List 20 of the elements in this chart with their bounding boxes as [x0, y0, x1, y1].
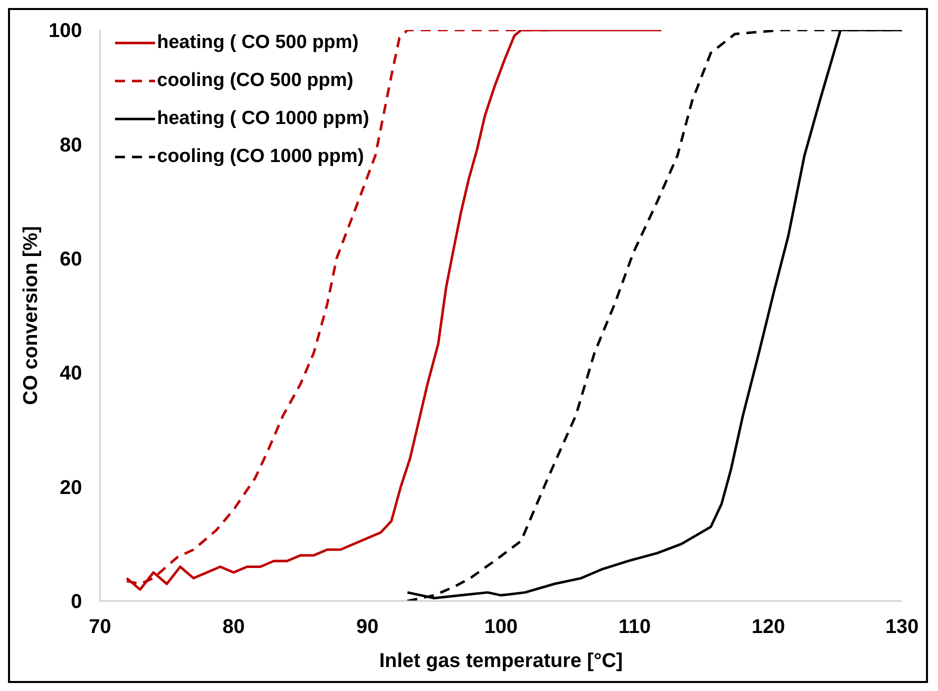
x-tick-label: 130	[885, 616, 919, 638]
legend-label: cooling (CO 500 ppm)	[157, 70, 354, 92]
legend-label: heating ( CO 1000 ppm)	[157, 108, 370, 130]
y-tick-label: 80	[60, 134, 82, 156]
legend-label: cooling (CO 1000 ppm)	[157, 146, 364, 168]
x-tick-label: 70	[88, 616, 112, 638]
y-tick-label: 60	[60, 248, 82, 270]
x-tick-label: 110	[618, 616, 651, 638]
x-tick-label: 100	[484, 616, 518, 638]
y-axis-title: CO conversion [%]	[20, 226, 42, 405]
x-axis-title: Inlet gas temperature [°C]	[379, 650, 623, 672]
y-tick-label: 40	[60, 362, 82, 385]
x-tick-label: 80	[222, 616, 245, 638]
line-series	[125, 30, 663, 591]
y-tick-label: 20	[60, 476, 82, 499]
y-tick-label: 100	[48, 20, 82, 42]
y-tick-label: 0	[70, 591, 82, 614]
legend-label: heating ( CO 500 ppm)	[157, 32, 359, 54]
x-tick-label: 120	[752, 616, 786, 638]
x-tick-label: 90	[356, 616, 378, 638]
